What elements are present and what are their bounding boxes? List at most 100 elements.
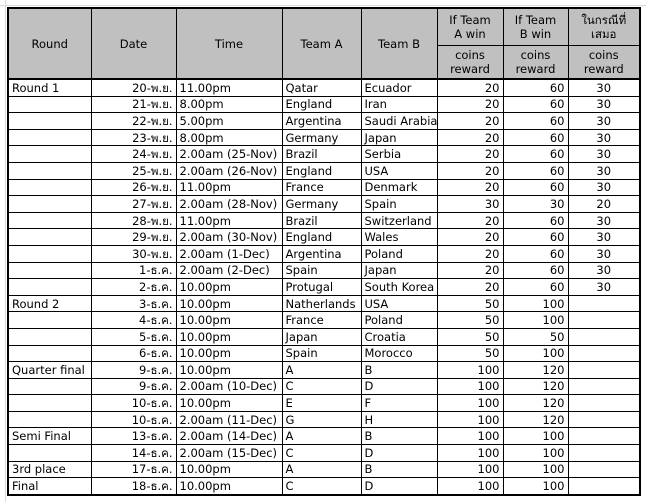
table-row[interactable]: Final 18-ธ.ค. 10.00pm C D 100 100 — [7, 477, 641, 496]
if-team-b-win-line1: If Team — [514, 13, 557, 27]
cell-time: 2.00am (30-Nov) — [175, 228, 283, 246]
table-row[interactable]: 22-พ.ย. 5.00pm Argentina Saudi Arabia 20 60 30 — [7, 112, 641, 130]
cell-date: 29-พ.ย. — [90, 228, 177, 246]
table-body: Round 1 20-พ.ย. 11.00pm Qatar Ecuador 20 60 30 2… — [7, 77, 641, 496]
table-row[interactable]: 14-ธ.ค. 2.00am (15-Dec) C D 100 100 — [7, 444, 641, 462]
table-row[interactable]: 23-พ.ย. 8.00pm Germany Japan 20 60 30 — [7, 128, 641, 147]
cell-round — [7, 261, 92, 280]
subheader-coins-reward-b: coins reward — [502, 45, 569, 80]
cell-draw — [567, 361, 641, 379]
table-row[interactable]: 9-ธ.ค. 2.00am (10-Dec) C D 100 120 — [7, 377, 641, 396]
schedule-table-container: Round Date Time Team A Team B If Team A … — [7, 7, 641, 496]
table-row[interactable]: 2-ธ.ค. 10.00pm Protugal South Korea 20 60 30 — [7, 278, 641, 296]
cell-draw: 30 — [567, 95, 641, 114]
cell-team-a: Natherlands — [281, 294, 362, 313]
cell-time: 8.00pm — [175, 95, 283, 114]
cell-time: 10.00pm — [175, 361, 283, 379]
cell-round — [7, 95, 92, 114]
cell-round — [7, 394, 92, 412]
table-row[interactable]: 30-พ.ย. 2.00am (1-Dec) Argentina Poland 20 60… — [7, 244, 641, 263]
cell-if-team-a-win: 20 — [436, 211, 504, 230]
cell-if-team-b-win: 50 — [502, 327, 569, 346]
coins-b-line2: reward — [515, 62, 556, 76]
cell-team-b: Poland — [360, 311, 438, 329]
cell-draw — [567, 410, 641, 429]
column-header-if-team-b-win: If Team B win — [502, 7, 569, 46]
table-row[interactable]: Quarter final 9-ธ.ค. 10.00pm A B 100 120 — [7, 361, 641, 379]
table-row[interactable]: Semi Final 13-ธ.ค. 2.00am (14-Dec) A B 100 100 — [7, 427, 641, 446]
table-row[interactable]: 26-พ.ย. 11.00pm France Denmark 20 60 30 — [7, 178, 641, 197]
table-row[interactable]: 29-พ.ย. 2.00am (30-Nov) England Wales 20 60 30 — [7, 228, 641, 246]
column-header-time: Time — [175, 7, 283, 80]
cell-team-a: C — [281, 377, 362, 396]
cell-time: 11.00pm — [175, 178, 283, 197]
cell-draw — [567, 377, 641, 396]
cell-team-b: Serbia — [360, 145, 438, 163]
table-row[interactable]: Round 1 20-พ.ย. 11.00pm Qatar Ecuador 20 60 30 — [7, 77, 641, 97]
cell-if-team-b-win: 60 — [502, 211, 569, 230]
cell-time: 2.00am (1-Dec) — [175, 244, 283, 263]
cell-time: 2.00am (14-Dec) — [175, 427, 283, 446]
cell-if-team-a-win: 100 — [436, 361, 504, 379]
cell-date: 27-พ.ย. — [90, 195, 177, 213]
table-row[interactable]: 25-พ.ย. 2.00am (26-Nov) England USA 20 60 30 — [7, 161, 641, 180]
if-team-b-win-line2: B win — [519, 27, 552, 41]
cell-if-team-a-win: 20 — [436, 228, 504, 246]
cell-round — [7, 161, 92, 180]
cell-draw: 30 — [567, 178, 641, 197]
subheader-coins-reward-a: coins reward — [436, 45, 504, 80]
cell-if-team-b-win: 30 — [502, 195, 569, 213]
cell-draw — [567, 460, 641, 479]
cell-date: 5-ธ.ค. — [90, 327, 177, 346]
coins-d-line1: coins — [588, 48, 619, 62]
cell-if-team-b-win: 120 — [502, 377, 569, 396]
table-row[interactable]: 6-ธ.ค. 10.00pm Spain Morocco 50 100 — [7, 344, 641, 363]
table-row[interactable]: 21-พ.ย. 8.00pm England Iran 20 60 30 — [7, 95, 641, 114]
cell-if-team-b-win: 60 — [502, 112, 569, 130]
table-row[interactable]: 1-ธ.ค. 2.00am (2-Dec) Spain Japan 20 60 30 — [7, 261, 641, 280]
cell-draw: 30 — [567, 112, 641, 130]
cell-if-team-b-win: 120 — [502, 361, 569, 379]
cell-date: 1-ธ.ค. — [90, 261, 177, 280]
cell-team-a: C — [281, 444, 362, 462]
table-row[interactable]: Round 2 3-ธ.ค. 10.00pm Natherlands USA 50 100 — [7, 294, 641, 313]
cell-time: 2.00am (10-Dec) — [175, 377, 283, 396]
column-header-round: Round — [7, 7, 92, 80]
cell-team-a: Qatar — [281, 77, 362, 97]
table-row[interactable]: 28-พ.ย. 11.00pm Brazil Switzerland 20 60 30 — [7, 211, 641, 230]
cell-if-team-a-win: 50 — [436, 311, 504, 329]
cell-time: 11.00pm — [175, 211, 283, 230]
cell-if-team-a-win: 20 — [436, 145, 504, 163]
cell-if-team-a-win: 50 — [436, 294, 504, 313]
table-row[interactable]: 24-พ.ย. 2.00am (25-Nov) Brazil Serbia 20 60 30 — [7, 145, 641, 163]
cell-round: Round 1 — [7, 77, 92, 97]
cell-team-b: Ecuador — [360, 77, 438, 97]
column-header-draw: ในกรณีที่ เสมอ — [567, 7, 641, 46]
cell-team-a: France — [281, 178, 362, 197]
cell-if-team-a-win: 20 — [436, 95, 504, 114]
cell-date: 22-พ.ย. — [90, 112, 177, 130]
cell-team-b: F — [360, 394, 438, 412]
cell-if-team-b-win: 100 — [502, 311, 569, 329]
cell-if-team-b-win: 60 — [502, 178, 569, 197]
cell-if-team-a-win: 100 — [436, 410, 504, 429]
table-row[interactable]: 10-ธ.ค. 10.00pm E F 100 120 — [7, 394, 641, 412]
cell-team-b: D — [360, 477, 438, 496]
cell-draw: 30 — [567, 261, 641, 280]
cell-team-a: Brazil — [281, 145, 362, 163]
if-team-a-win-line1: If Team — [449, 13, 491, 27]
table-row[interactable]: 10-ธ.ค. 2.00am (11-Dec) G H 100 120 — [7, 410, 641, 429]
cell-draw: 20 — [567, 195, 641, 213]
cell-draw — [567, 427, 641, 446]
sheet-gridline-top — [0, 5, 646, 6]
cell-team-a: Protugal — [281, 278, 362, 296]
cell-team-b: B — [360, 460, 438, 479]
table-row[interactable]: 5-ธ.ค. 10.00pm Japan Croatia 50 50 — [7, 327, 641, 346]
cell-draw — [567, 394, 641, 412]
table-row[interactable]: 3rd place 17-ธ.ค. 10.00pm A B 100 100 — [7, 460, 641, 479]
table-row[interactable]: 27-พ.ย. 2.00am (28-Nov) Germany Spain 30 30 20 — [7, 195, 641, 213]
cell-time: 10.00pm — [175, 460, 283, 479]
table-row[interactable]: 4-ธ.ค. 10.00pm France Poland 50 100 — [7, 311, 641, 329]
cell-if-team-a-win: 50 — [436, 327, 504, 346]
cell-time: 10.00pm — [175, 311, 283, 329]
